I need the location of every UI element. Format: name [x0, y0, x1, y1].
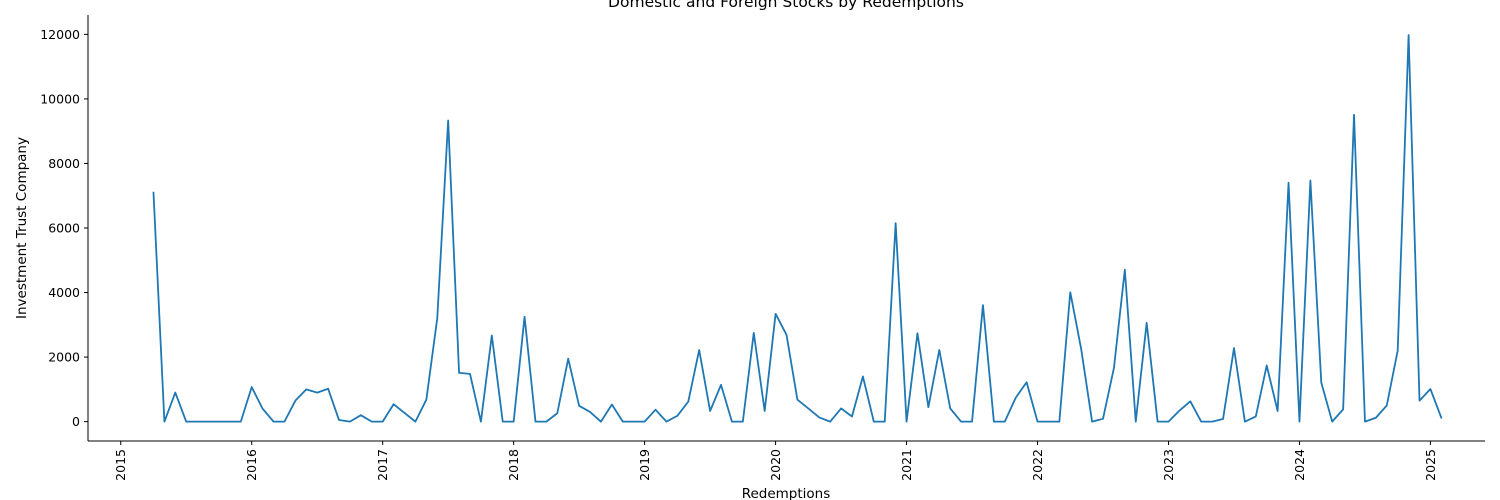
y-tick-label: 0: [72, 414, 80, 429]
x-tick-label: 2021: [899, 449, 914, 481]
x-tick-label: 2024: [1292, 449, 1307, 481]
x-tick-label: 2019: [637, 449, 652, 481]
x-tick-label: 2016: [244, 449, 259, 481]
x-tick-label: 2018: [506, 449, 521, 481]
y-tick-label: 10000: [40, 91, 80, 106]
x-tick-label: 2020: [768, 449, 783, 481]
x-tick-label: 2017: [375, 449, 390, 481]
y-tick-label: 6000: [48, 221, 80, 236]
x-tick-label: 2023: [1161, 449, 1176, 481]
x-axis-ticks: 2015 2016 2017 2018 2019 2020 2021 2022 2023 2024…: [113, 441, 1438, 481]
x-tick-label: 2022: [1030, 449, 1045, 481]
y-axis-ticks: 0 2000 4000 6000 8000 10000 12000: [40, 27, 88, 429]
y-tick-label: 12000: [40, 27, 80, 42]
y-tick-label: 4000: [48, 285, 80, 300]
y-axis-title: Investment Trust Company: [14, 137, 30, 319]
chart-title: Domestic and Foreign Stocks by Redemptio…: [608, 0, 964, 11]
y-tick-label: 2000: [48, 350, 80, 365]
y-tick-label: 8000: [48, 156, 80, 171]
x-axis-title: Redemptions: [742, 486, 831, 500]
series-line: [152, 34, 1443, 423]
x-tick-label: 2025: [1423, 449, 1438, 481]
x-tick-label: 2015: [113, 449, 128, 481]
